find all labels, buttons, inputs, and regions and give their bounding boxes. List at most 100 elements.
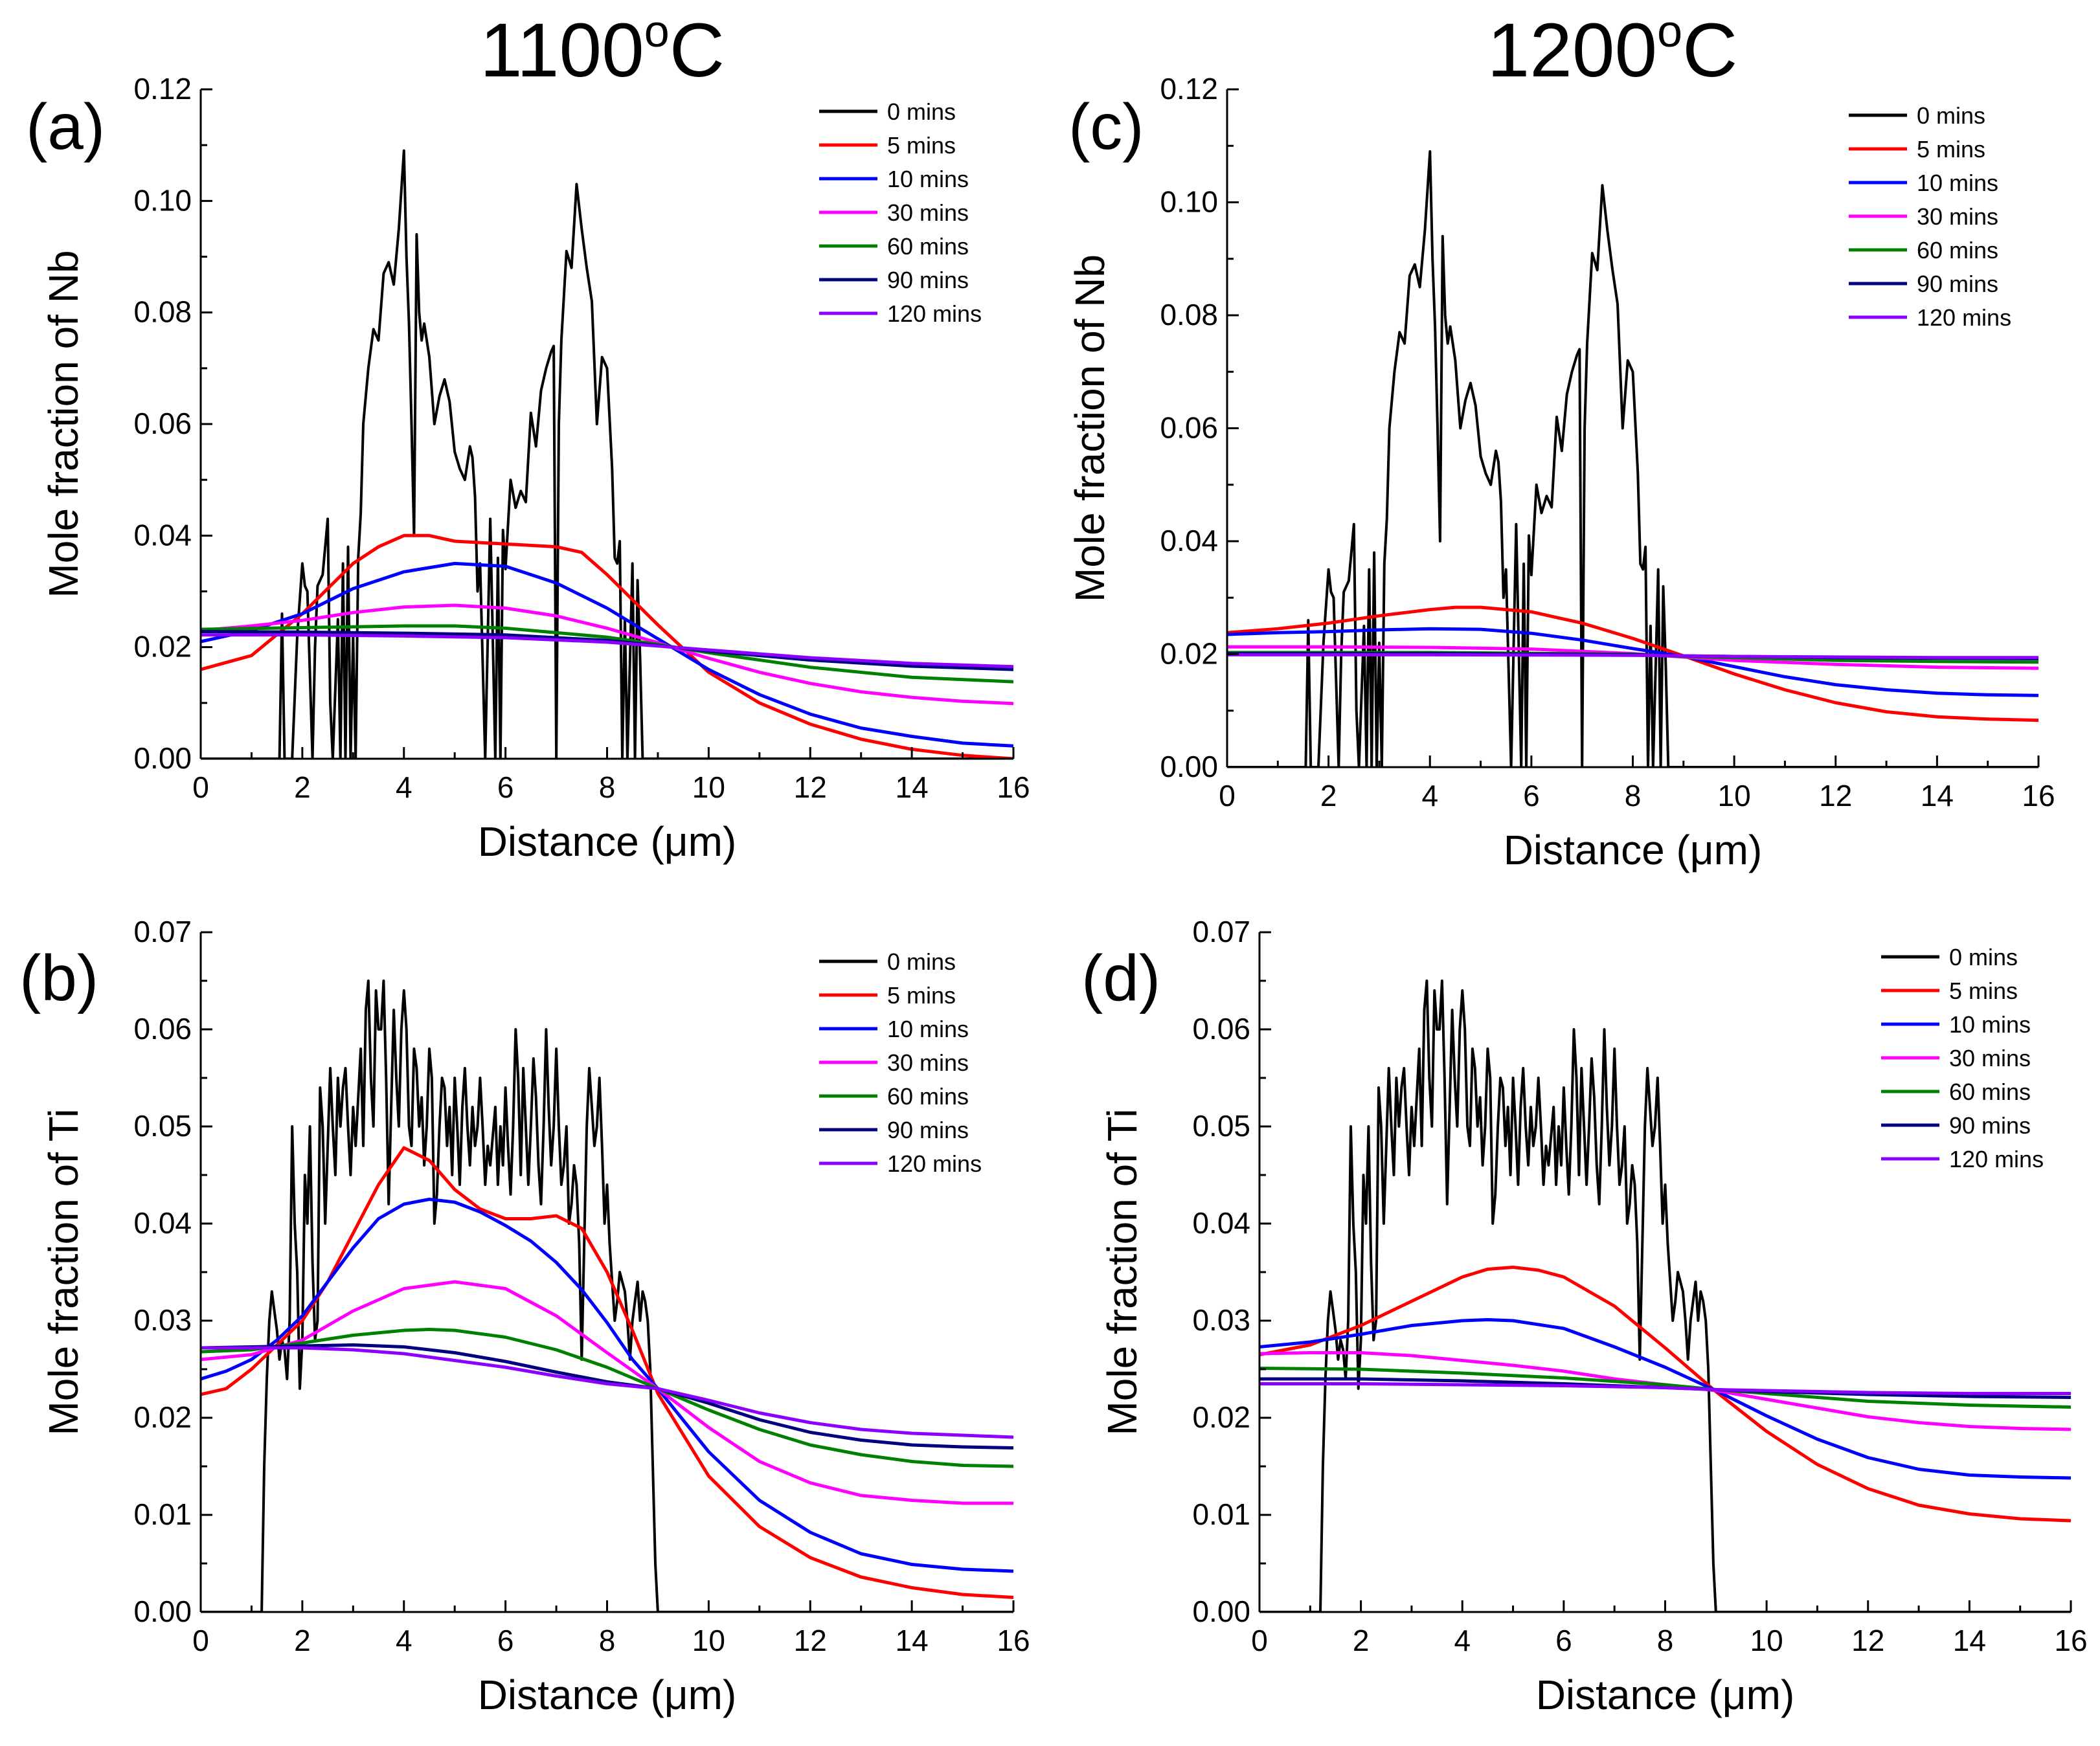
series-group xyxy=(201,979,1013,1612)
column-title-1200: 1200oC xyxy=(1487,6,1738,93)
x-tick-label: 12 xyxy=(794,770,827,804)
x-tick-label: 4 xyxy=(396,770,412,804)
panel-letter: (d) xyxy=(1081,942,1160,1014)
x-tick-label: 16 xyxy=(997,1624,1030,1657)
legend-label: 90 mins xyxy=(1917,271,1998,297)
legend-label: 60 mins xyxy=(1949,1079,2031,1105)
legend-label: 10 mins xyxy=(1949,1011,2031,1038)
x-tick-label: 0 xyxy=(1219,779,1236,812)
series-line-10-mins xyxy=(1259,1318,2071,1480)
x-tick-label: 8 xyxy=(1657,1624,1674,1657)
legend-label: 90 mins xyxy=(887,267,969,293)
x-tick-label: 10 xyxy=(1750,1624,1783,1657)
x-tick-label: 0 xyxy=(192,770,209,804)
panel-c: (c) 0.00 0.02 0.04 0.06 0.08 0.10 0.12 0 2 4 6 8 10 12… xyxy=(1067,72,2055,873)
y-tick-label: 0.10 xyxy=(133,183,192,217)
x-axis-label: Distance (μm) xyxy=(1504,827,1763,873)
y-tick-label: 0.00 xyxy=(1192,1595,1250,1628)
legend-label: 90 mins xyxy=(887,1117,969,1143)
y-tick-label: 0.02 xyxy=(133,630,192,664)
panel-d: (d) 0.00 0.01 0.02 0.03 0.04 0.05 0.06 0.07 0 2 4 6 8… xyxy=(1081,915,2088,1718)
series-line-30-mins xyxy=(1259,1351,2071,1431)
legend-label: 60 mins xyxy=(1917,237,1998,263)
panel-letter: (c) xyxy=(1068,91,1144,163)
series-line-0-mins xyxy=(201,149,1013,759)
legend-label: 120 mins xyxy=(1917,304,2011,331)
x-tick-label: 12 xyxy=(794,1624,827,1657)
y-tick-label: 0.08 xyxy=(1160,298,1218,331)
series-line-120-mins xyxy=(1227,653,2038,660)
x-tick-label: 4 xyxy=(1454,1624,1471,1657)
x-tick-label: 6 xyxy=(1555,1624,1572,1657)
legend: 0 mins 5 mins 10 mins 30 mins 60 mins 90 mins… xyxy=(1849,102,2011,331)
x-tick-label: 8 xyxy=(599,770,616,804)
series-group xyxy=(1227,150,2038,767)
y-axis-label: Mole fraction of Ti xyxy=(1099,1108,1146,1435)
y-tick-label: 0.01 xyxy=(133,1497,192,1531)
x-tick-label: 10 xyxy=(692,1624,725,1657)
legend-label: 10 mins xyxy=(887,1016,969,1042)
y-tick-label: 0.02 xyxy=(1160,637,1218,671)
y-tick-label: 0.05 xyxy=(1192,1109,1250,1143)
legend-label: 120 mins xyxy=(887,1150,982,1177)
y-tick-label: 0.06 xyxy=(1192,1012,1250,1046)
x-tick-label: 10 xyxy=(1718,779,1751,812)
legend-label: 60 mins xyxy=(887,1083,969,1110)
column-title-1100: 1100oC xyxy=(480,6,725,93)
y-tick-label: 0.03 xyxy=(133,1303,192,1337)
y-tick-label: 0.06 xyxy=(133,407,192,440)
legend-label: 10 mins xyxy=(1917,170,1998,196)
x-tick-label: 10 xyxy=(692,770,725,804)
x-tick-label: 6 xyxy=(1523,779,1540,812)
x-tick-label: 4 xyxy=(1421,779,1438,812)
legend-label: 30 mins xyxy=(1949,1045,2031,1071)
y-tick-label: 0.12 xyxy=(133,72,192,106)
x-tick-label: 16 xyxy=(997,770,1030,804)
y-tick-label: 0.08 xyxy=(133,295,192,329)
series-line-120-mins xyxy=(201,633,1013,669)
legend-label: 120 mins xyxy=(1949,1146,2044,1172)
x-tick-label: 16 xyxy=(2022,779,2055,812)
legend-label: 90 mins xyxy=(1949,1112,2031,1139)
panel-letter: (b) xyxy=(19,942,98,1014)
y-tick-label: 0.12 xyxy=(1160,72,1218,106)
series-line-30-mins xyxy=(201,1280,1013,1505)
y-axis-label: Mole fraction of Ti xyxy=(40,1108,87,1435)
y-tick-label: 0.00 xyxy=(1160,750,1218,783)
series-line-60-mins xyxy=(201,1328,1013,1468)
series-line-10-mins xyxy=(201,1198,1013,1573)
panel-b: (b) 0.00 0.01 0.02 0.03 0.04 0.05 0.06 0.07 0 2 4 6 8… xyxy=(19,915,1030,1718)
y-tick-label: 0.05 xyxy=(133,1109,192,1143)
series-line-5-mins xyxy=(201,1146,1013,1599)
y-tick-label: 0.07 xyxy=(1192,915,1250,948)
y-tick-label: 0.04 xyxy=(1192,1206,1250,1240)
series-line-10-mins xyxy=(1227,627,2038,697)
y-tick-label: 0.00 xyxy=(133,1595,192,1628)
y-tick-label: 0.01 xyxy=(1192,1497,1250,1531)
series-group xyxy=(201,149,1013,759)
x-tick-label: 8 xyxy=(599,1624,616,1657)
legend-label: 30 mins xyxy=(887,199,969,226)
series-line-5-mins xyxy=(201,533,1013,759)
series-group xyxy=(1259,979,2071,1612)
y-tick-label: 0.07 xyxy=(133,915,192,948)
legend-label: 30 mins xyxy=(887,1049,969,1076)
x-tick-label: 2 xyxy=(294,1624,311,1657)
x-tick-label: 14 xyxy=(1921,779,1954,812)
legend: 0 mins 5 mins 10 mins 30 mins 60 mins 90 mins… xyxy=(819,98,982,327)
x-tick-label: 0 xyxy=(192,1624,209,1657)
legend: 0 mins 5 mins 10 mins 30 mins 60 mins 90 mins… xyxy=(819,948,982,1177)
legend-label: 0 mins xyxy=(1949,944,2018,970)
x-tick-label: 2 xyxy=(294,770,311,804)
y-tick-label: 0.04 xyxy=(1160,524,1218,557)
x-axis-label: Distance (μm) xyxy=(478,818,737,865)
x-tick-label: 6 xyxy=(497,770,514,804)
series-line-0-mins xyxy=(1259,979,2071,1612)
series-line-5-mins xyxy=(1227,605,2038,722)
y-axis-label: Mole fraction of Nb xyxy=(1067,254,1113,602)
y-tick-label: 0.06 xyxy=(1160,411,1218,445)
series-line-120-mins xyxy=(1259,1382,2071,1395)
x-tick-label: 4 xyxy=(396,1624,412,1657)
legend-label: 30 mins xyxy=(1917,203,1998,230)
